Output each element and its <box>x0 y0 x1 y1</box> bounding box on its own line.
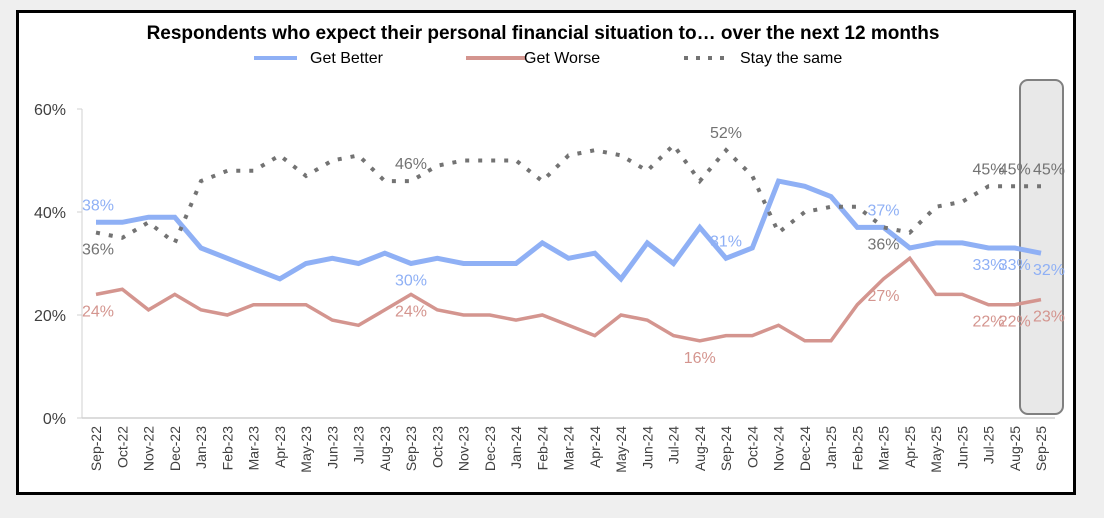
x-tick-label: Mar-25 <box>876 426 892 471</box>
x-tick-label: Nov-24 <box>771 426 787 471</box>
x-tick-label: Sep-23 <box>403 426 419 471</box>
x-tick-label: Apr-25 <box>902 426 918 468</box>
data-label: 52% <box>710 125 742 142</box>
legend: Get Better Get Worse Stay the same <box>254 50 842 67</box>
data-label: 45% <box>999 161 1031 178</box>
data-label: 23% <box>1033 309 1065 326</box>
data-labels: 38%30%31%37%33%33% 32%24% 24%16%27%22%22% 2… <box>82 125 1065 367</box>
x-tick-label: Sep-25 <box>1033 426 1049 471</box>
series-line-get-worse <box>95 255 1042 343</box>
data-label: 36% <box>82 242 114 259</box>
data-label: 27% <box>867 288 899 305</box>
x-tick-label: Apr-23 <box>272 426 288 468</box>
x-tick-label: Aug-25 <box>1007 426 1023 471</box>
x-tick-label: Sep-22 <box>88 426 104 471</box>
x-tick-label: Jan-23 <box>193 426 209 469</box>
x-tick-label: Mar-24 <box>561 426 577 471</box>
x-tick-label: Oct-22 <box>114 426 130 468</box>
x-tick-label: Nov-22 <box>141 426 157 471</box>
highlight-box-latest-month <box>1019 79 1064 415</box>
x-tick-label: Feb-25 <box>849 426 865 471</box>
x-tick-label: Jan-24 <box>508 426 524 469</box>
line-chart: Respondents who expect their personal fi… <box>34 23 1065 473</box>
data-label: 22% <box>972 314 1004 331</box>
x-tick-label: Sep-24 <box>718 426 734 471</box>
x-tick-label: Jun-24 <box>639 426 655 469</box>
data-label: 24% <box>395 303 427 320</box>
y-tick-label: 40% <box>34 205 66 222</box>
x-tick-label: Jun-23 <box>324 426 340 469</box>
x-tick-label: Dec-23 <box>482 426 498 471</box>
x-tick-label: Dec-22 <box>167 426 183 471</box>
data-label: 16% <box>684 350 716 367</box>
x-tick-label: Oct-23 <box>429 426 445 468</box>
data-label: 22% <box>999 314 1031 331</box>
data-label: 33% <box>999 257 1031 274</box>
x-tick-label: Aug-23 <box>377 426 393 471</box>
x-tick-label: Jul-24 <box>666 426 682 464</box>
legend-label-2: Get Worse <box>524 50 600 67</box>
x-tick-label: Dec-24 <box>797 426 813 471</box>
legend-label-3: Stay the same <box>740 50 842 67</box>
legend-label-1: Get Better <box>310 50 384 67</box>
x-tick-label: Oct-24 <box>744 426 760 468</box>
y-tick-label: 0% <box>43 411 66 428</box>
data-label: 33% <box>972 257 1004 274</box>
series-line-stay-the-same <box>95 142 1041 247</box>
y-tick-label: 20% <box>34 308 66 325</box>
x-tick-label: Feb-23 <box>219 426 235 471</box>
x-tick-label: Jan-25 <box>823 426 839 469</box>
x-tick-label: Jun-25 <box>954 426 970 469</box>
x-tick-label: May-23 <box>298 426 314 473</box>
x-tick-label: Aug-24 <box>692 426 708 471</box>
x-tick-label: Apr-24 <box>587 426 603 468</box>
data-label: 30% <box>395 273 427 290</box>
data-label: 38% <box>82 197 114 214</box>
data-label: 32% <box>1033 262 1065 279</box>
y-tick-label: 60% <box>34 102 66 119</box>
data-label: 45% <box>1033 161 1065 178</box>
series-group <box>95 142 1042 343</box>
data-label: 24% <box>82 303 114 320</box>
x-tick-label: May-25 <box>928 426 944 473</box>
data-label: 31% <box>710 233 742 250</box>
x-tick-label: Feb-24 <box>534 426 550 471</box>
data-label: 46% <box>395 156 427 173</box>
x-tick-label: Mar-23 <box>246 426 262 471</box>
x-tick-label: Jul-23 <box>351 426 367 464</box>
x-tick-label: Jul-25 <box>981 426 997 464</box>
series-line-get-better <box>96 178 1042 283</box>
data-label: 37% <box>867 202 899 219</box>
chart-frame: Respondents who expect their personal fi… <box>16 10 1076 495</box>
chart-title: Respondents who expect their personal fi… <box>147 23 940 44</box>
axes: 0% 20% 40% 60% Sep-22 Oct-22 Nov-22 Dec-22 Jan-2… <box>34 102 1055 473</box>
data-label: 45% <box>972 161 1004 178</box>
x-tick-label: May-24 <box>613 426 629 473</box>
x-tick-label: Nov-23 <box>456 426 472 471</box>
data-label: 36% <box>867 236 899 253</box>
